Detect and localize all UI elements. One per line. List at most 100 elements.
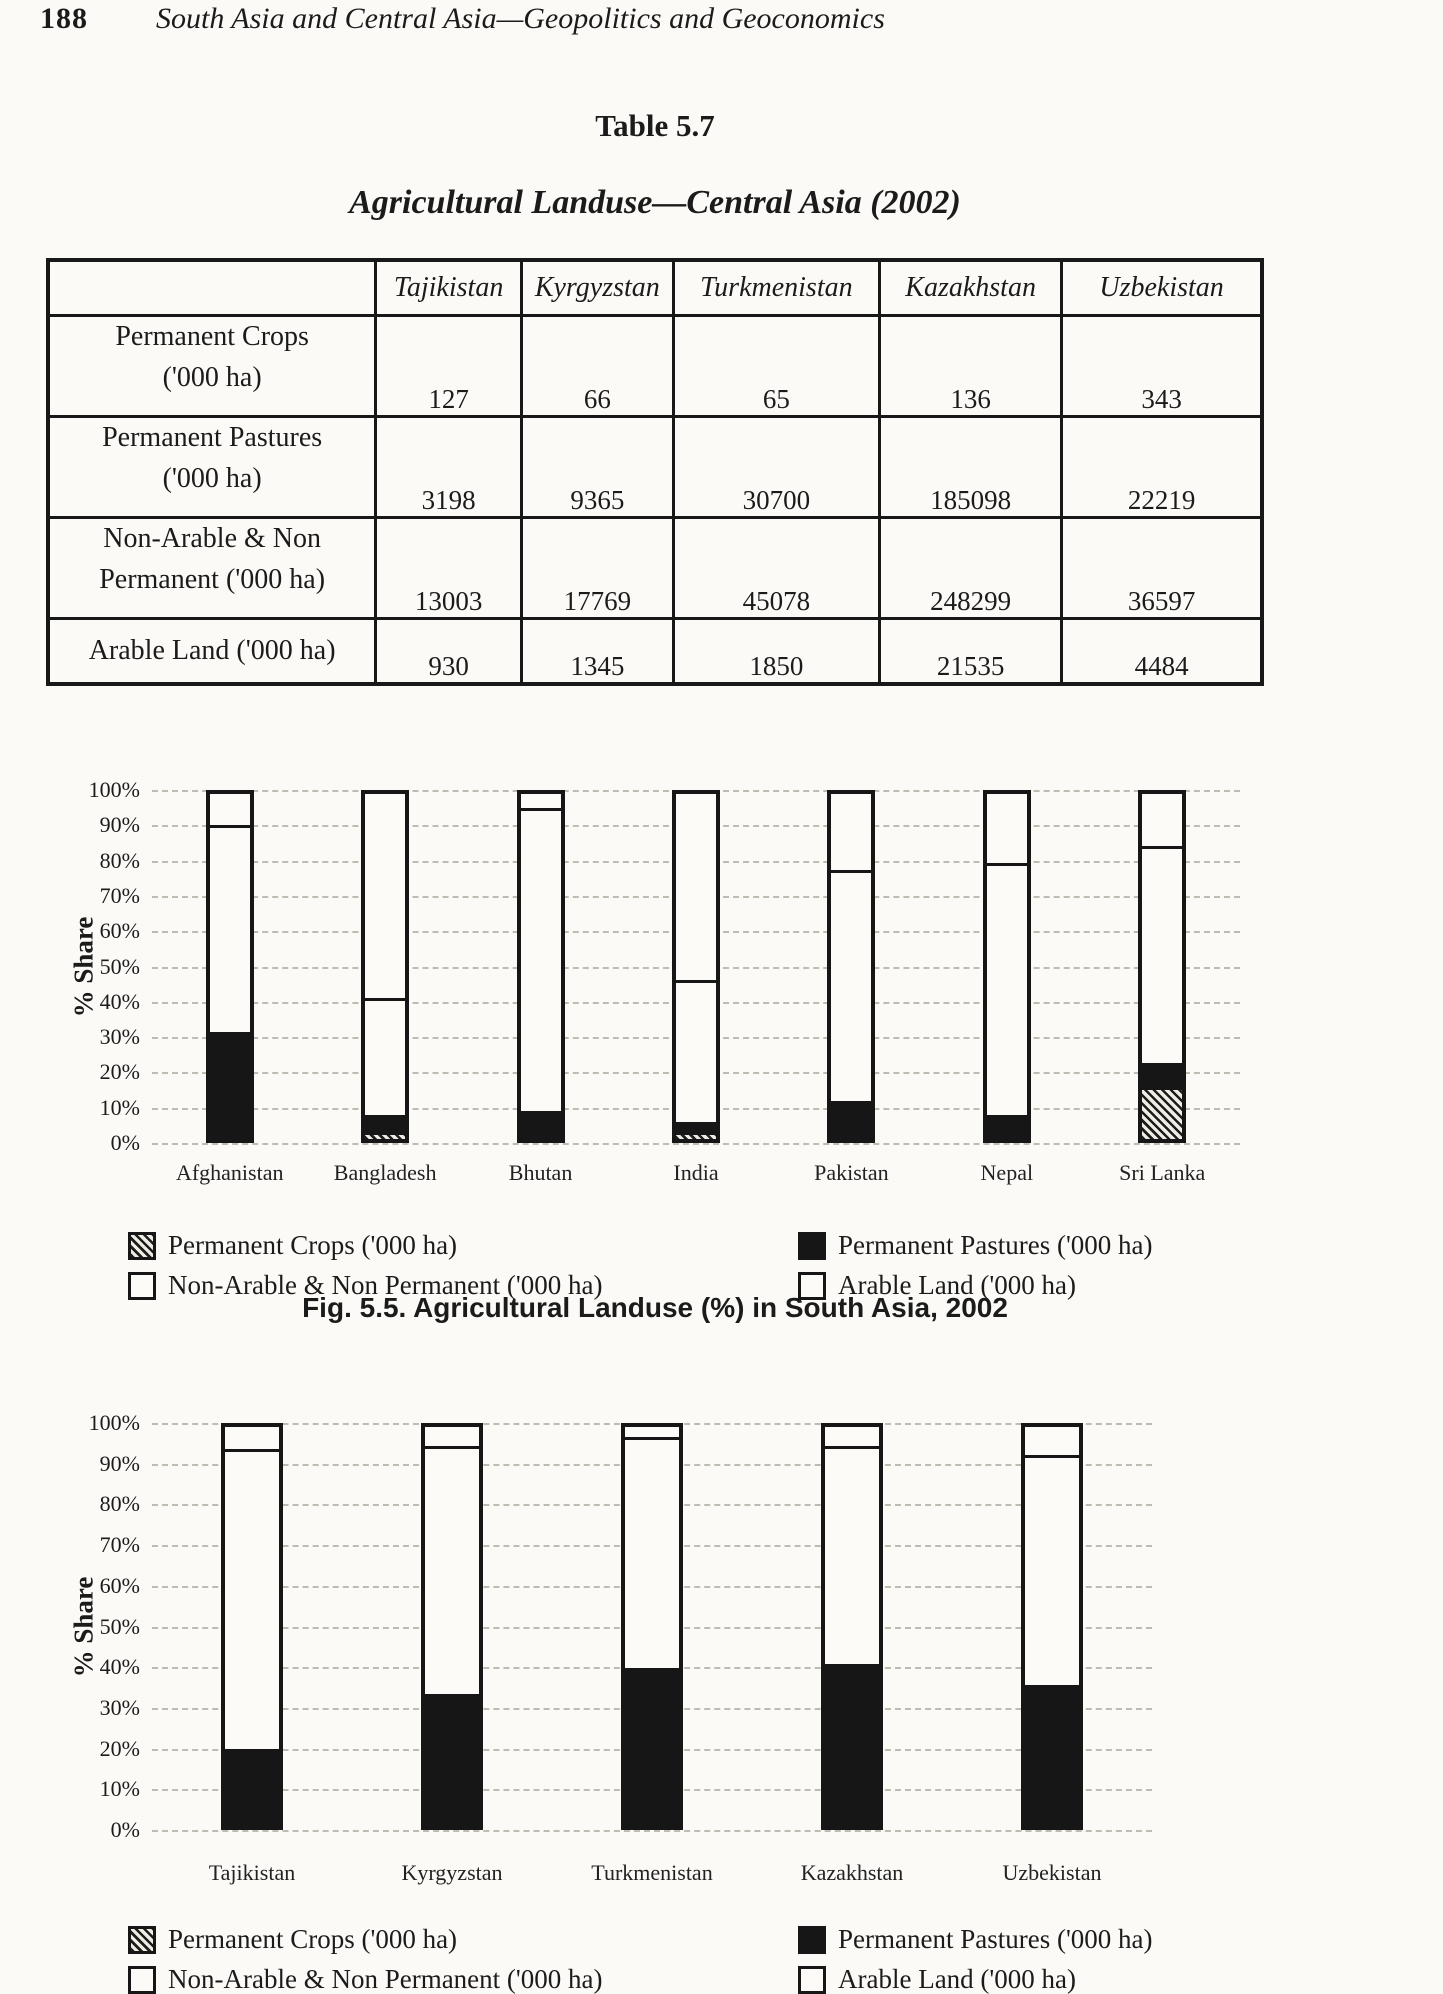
bar-segment-permanent-pastures-000-ha: [1025, 1684, 1079, 1824]
bar-segment-arable-land-000-ha: [986, 794, 1027, 863]
y-axis-tick-label: 50%: [99, 1613, 140, 1639]
table-column-header-kazakhstan: Kazakhstan: [878, 258, 1064, 317]
table-row-label-line: ('000 ha): [162, 361, 262, 393]
y-axis-tick-label: 60%: [99, 918, 140, 944]
bar-segment-non-arable-non-permanent-000-ha: [825, 1445, 879, 1664]
table-row-label-line: Permanent Crops: [115, 321, 309, 352]
y-axis-tick-label: 80%: [99, 847, 140, 873]
bar-kazakhstan: [821, 1423, 883, 1830]
bar-segment-permanent-crops-000-ha: [1142, 1087, 1183, 1139]
table-row: Arable Land ('000 ha) 930 1345 1850 21535 448…: [46, 617, 1264, 686]
bar-segment-permanent-pastures-000-ha: [225, 1749, 279, 1824]
bar-segment-permanent-pastures-000-ha: [675, 1121, 716, 1133]
table-row-label-line: Permanent Pastures: [102, 422, 323, 453]
figure-caption: Fig. 5.5. Agricultural Landuse (%) in So…: [302, 1292, 1008, 1323]
legend-item-label: Non-Arable & Non Permanent ('000 ha): [168, 1270, 603, 1300]
bar-segment-arable-land-000-ha: [225, 1427, 279, 1449]
bar-segment-permanent-pastures-000-ha: [986, 1114, 1027, 1136]
bar-turkmenistan: [621, 1423, 683, 1830]
y-axis-tick-label: 40%: [99, 988, 140, 1014]
x-axis-category-label-uzbekistan: Uzbekistan: [1002, 1860, 1102, 1885]
y-axis-tick-label: 0%: [110, 1130, 140, 1155]
bar-uzbekistan: [1021, 1423, 1083, 1830]
bar-slot-kyrgyzstan: [352, 1423, 552, 1830]
table-column-header-uzbekistan: Uzbekistan: [1060, 258, 1264, 317]
south-asia-chart-legend: Permanent Crops ('000 ha) Permanent Pastu…: [128, 1230, 1268, 1301]
table-row-label-line: Permanent ('000 ha): [99, 563, 326, 595]
table-cell: 930: [374, 617, 523, 686]
bar-segment-permanent-pastures-000-ha: [825, 1663, 879, 1826]
bar-segment-arable-land-000-ha: [831, 794, 872, 870]
bar-segment-permanent-pastures-000-ha: [520, 1111, 561, 1136]
y-axis-tick-label: 60%: [99, 1572, 140, 1598]
bar-segment-non-arable-non-permanent-000-ha: [365, 997, 406, 1115]
legend-swatch-icon: [798, 1925, 826, 1954]
bar-segment-permanent-pastures-000-ha: [831, 1101, 872, 1136]
table-row-label-line: Non-Arable & Non: [103, 523, 321, 554]
legend-item-arable-land-000-ha: Arable Land ('000 ha): [798, 1270, 1268, 1301]
legend-swatch-icon: [128, 1965, 156, 1994]
bar-slot-uzbekistan: [952, 1423, 1152, 1830]
central-asia-chart-legend: Permanent Crops ('000 ha) Permanent Pastu…: [128, 1924, 1268, 1994]
table-cell: 1850: [671, 617, 882, 686]
bar-segment-arable-land-000-ha: [1142, 794, 1183, 846]
x-axis-category-label-tajikistan: Tajikistan: [208, 1860, 296, 1885]
table-cell: 9365: [519, 415, 675, 519]
bar-segment-non-arable-non-permanent-000-ha: [831, 869, 872, 1102]
bar-segment-non-arable-non-permanent-000-ha: [520, 807, 561, 1112]
south-asia-chart-category-labels: Afghanistan Bangladesh Bhutan India Pakistan…: [152, 1160, 1240, 1186]
bar-segment-permanent-crops-000-ha: [425, 1825, 479, 1829]
legend-item-label: Arable Land ('000 ha): [838, 1964, 1077, 1994]
gridline: [152, 1143, 1240, 1145]
x-axis-category-label-bangladesh: Bangladesh: [333, 1160, 437, 1185]
bar-afghanistan: [205, 790, 254, 1143]
legend-swatch-icon: [798, 1231, 826, 1260]
table-cell: 21535: [878, 617, 1064, 686]
x-axis-category-label-bhutan: Bhutan: [508, 1160, 573, 1185]
x-axis-category-label-kyrgyzstan: Kyrgyzstan: [401, 1860, 503, 1885]
legend-item-non-arable-non-permanent-000-ha: Non-Arable & Non Permanent ('000 ha): [128, 1964, 798, 1994]
y-axis-tick-label: 0%: [110, 1817, 140, 1842]
bars-area: [152, 1423, 1152, 1830]
bar-segment-non-arable-non-permanent-000-ha: [1025, 1454, 1079, 1685]
bar-segment-arable-land-000-ha: [365, 794, 406, 998]
table-column-header-turkmenistan: Turkmenistan: [671, 258, 882, 317]
bar-slot-kazakhstan: [752, 1423, 952, 1830]
table-column-header-kyrgyzstan: Kyrgyzstan: [519, 258, 675, 317]
bar-segment-permanent-crops-000-ha: [1025, 1823, 1079, 1827]
table-row-label-line: ('000 ha): [162, 462, 262, 494]
legend-item-arable-land-000-ha: Arable Land ('000 ha): [798, 1964, 1268, 1994]
x-axis-category-label-india: India: [673, 1160, 719, 1185]
south-asia-stacked-bar-chart: 100% 90% 80% 70% 60% 50% 40% 30% 20% 10% 0% % Share: [69, 777, 1240, 1155]
bar-bangladesh: [361, 790, 410, 1143]
table-cell: 185098: [878, 415, 1064, 519]
bar-segment-arable-land-000-ha: [675, 794, 716, 981]
bar-segment-non-arable-non-permanent-000-ha: [625, 1436, 679, 1668]
table-title: Agricultural Landuse—Central Asia (2002): [349, 184, 961, 221]
bar-segment-permanent-crops-000-ha: [825, 1825, 879, 1829]
legend-item-label: Permanent Pastures ('000 ha): [838, 1924, 1153, 1954]
bar-segment-arable-land-000-ha: [520, 794, 561, 808]
legend-swatch-icon: [128, 1231, 156, 1260]
bar-tajikistan: [221, 1423, 283, 1830]
bar-slot-nepal: [929, 790, 1084, 1143]
bar-sri-lanka: [1138, 790, 1187, 1143]
bar-segment-non-arable-non-permanent-000-ha: [209, 825, 250, 1033]
y-axis-label: % Share: [68, 916, 99, 1017]
legend-item-label: Permanent Crops ('000 ha): [168, 1924, 458, 1954]
table-cell: 66: [519, 314, 675, 418]
y-axis-tick-label: 30%: [99, 1694, 140, 1720]
bar-segment-permanent-crops-000-ha: [225, 1823, 279, 1827]
x-axis-category-label-turkmenistan: Turkmenistan: [591, 1860, 713, 1885]
bar-segment-permanent-pastures-000-ha: [209, 1032, 250, 1136]
y-axis-tick-label: 90%: [99, 1450, 140, 1476]
y-axis-tick-label: 70%: [99, 1532, 140, 1558]
table-cell: 3198: [374, 415, 523, 519]
bar-slot-turkmenistan: [552, 1423, 752, 1830]
bar-segment-permanent-crops-000-ha: [365, 1132, 406, 1139]
y-axis-tick-label: 50%: [99, 953, 140, 979]
bar-slot-bangladesh: [307, 790, 462, 1143]
table-cell: 1345: [519, 617, 675, 686]
bar-bhutan: [516, 790, 565, 1143]
